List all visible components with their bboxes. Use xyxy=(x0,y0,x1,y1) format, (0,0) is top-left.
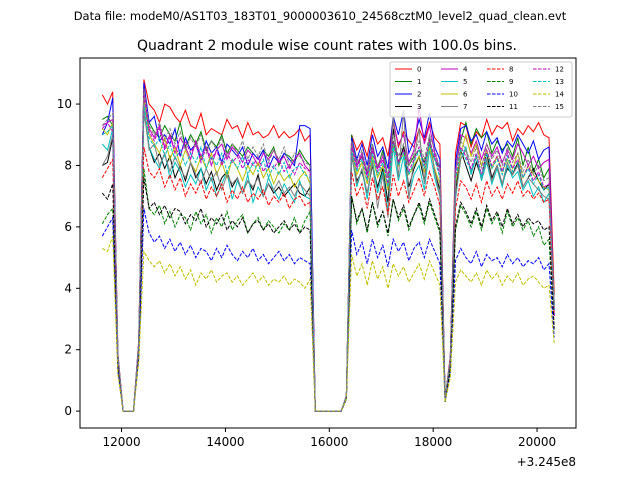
series-layer xyxy=(101,79,555,412)
y-tick-label: 4 xyxy=(64,281,72,295)
legend-label-7: 7 xyxy=(463,103,467,111)
x-offset-text: +3.245e8 xyxy=(517,455,576,469)
legend-label-4: 4 xyxy=(463,66,468,74)
legend-label-5: 5 xyxy=(463,78,467,86)
x-tick-label: 18000 xyxy=(414,435,452,449)
x-tick-label: 16000 xyxy=(310,435,348,449)
y-tick-label: 10 xyxy=(57,97,72,111)
legend-label-15: 15 xyxy=(555,103,564,111)
legend-label-2: 2 xyxy=(417,91,421,99)
legend-label-9: 9 xyxy=(509,78,513,86)
y-tick-label: 0 xyxy=(64,404,72,418)
legend-label-1: 1 xyxy=(417,78,421,86)
x-tick-label: 20000 xyxy=(518,435,556,449)
x-axis: 12000 14000 16000 18000 20000 xyxy=(102,428,556,449)
x-tick-label: 14000 xyxy=(206,435,244,449)
legend-label-13: 13 xyxy=(555,78,564,86)
y-tick-label: 2 xyxy=(64,343,72,357)
data-file-caption: Data file: modeM0/AS1T03_183T01_90000036… xyxy=(74,9,567,23)
y-tick-label: 8 xyxy=(64,158,72,172)
plot-frame xyxy=(79,57,577,429)
legend-label-14: 14 xyxy=(555,91,564,99)
legend-label-0: 0 xyxy=(417,66,421,74)
series-line-15 xyxy=(101,88,555,412)
legend-label-3: 3 xyxy=(417,103,421,111)
legend-label-8: 8 xyxy=(509,66,513,74)
legend-label-10: 10 xyxy=(509,91,518,99)
x-tick-label: 12000 xyxy=(102,435,140,449)
legend-label-11: 11 xyxy=(509,103,518,111)
chart-title: Quadrant 2 module wise count rates with … xyxy=(137,38,517,54)
y-tick-label: 6 xyxy=(64,220,72,234)
legend-label-12: 12 xyxy=(555,66,564,74)
y-axis: 0 2 4 6 8 10 xyxy=(57,97,80,418)
legend-label-6: 6 xyxy=(463,91,468,99)
legend-box xyxy=(389,61,573,118)
series-line-14 xyxy=(102,235,555,412)
